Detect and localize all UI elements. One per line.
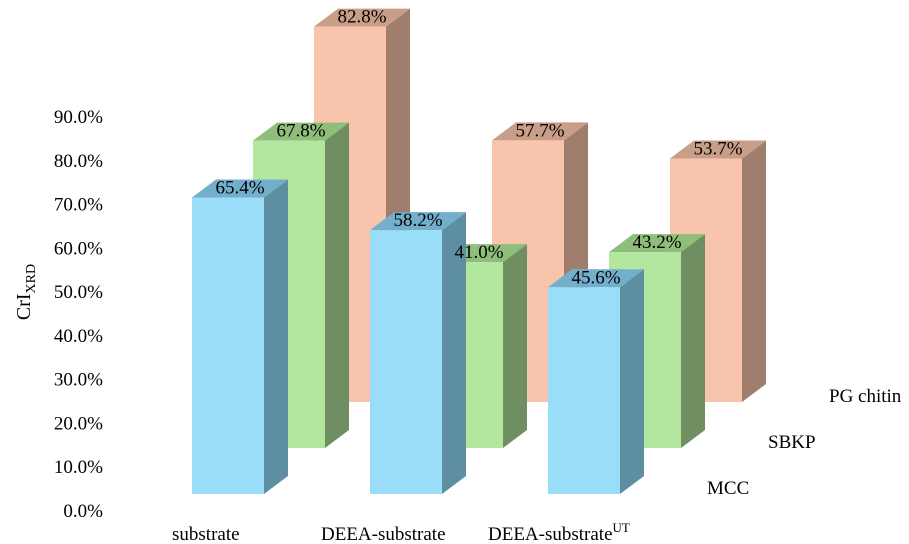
y-tick-label: 20.0% xyxy=(54,413,103,434)
bar-top xyxy=(314,8,410,27)
bar-front xyxy=(192,197,264,494)
y-tick-label: 40.0% xyxy=(54,326,103,347)
bar-side xyxy=(442,212,466,494)
y-tick-label: 90.0% xyxy=(54,107,103,128)
series-label: SBKP xyxy=(768,432,816,453)
bar-top xyxy=(548,269,644,288)
y-tick-label: 80.0% xyxy=(54,151,103,172)
bar-mcc xyxy=(192,179,288,494)
bar-mcc xyxy=(370,212,466,494)
series-label: MCC xyxy=(707,478,749,499)
data-label: 53.7% xyxy=(693,139,742,160)
bar-side xyxy=(742,140,766,402)
bar-sbkp xyxy=(609,234,705,448)
bars xyxy=(192,8,766,494)
data-label: 82.8% xyxy=(337,7,386,28)
y-tick-label: 50.0% xyxy=(54,282,103,303)
bar-top xyxy=(492,122,588,141)
y-tick-label: 70.0% xyxy=(54,195,103,216)
bar-side xyxy=(264,179,288,494)
data-label: 67.8% xyxy=(276,121,325,142)
data-labels: 65.4% 58.2% 45.6% 67.8% 41.0% 43.2% 82.8% 57.7%… xyxy=(215,7,742,289)
bar-mcc xyxy=(548,269,644,494)
bar-top xyxy=(253,122,349,141)
bar-side xyxy=(620,269,644,494)
bar-side xyxy=(325,122,349,448)
data-label: 65.4% xyxy=(215,178,264,199)
y-axis-label: CrIXRD xyxy=(13,264,39,320)
y-tick-label: 30.0% xyxy=(54,370,103,391)
bar-front xyxy=(548,287,620,494)
y-tick-label: 10.0% xyxy=(54,457,103,478)
y-axis-ticks: 0.0% 10.0% 20.0% 30.0% 40.0% 50.0% 60.0% 70.0% 8… xyxy=(54,107,103,522)
category-label: substrate xyxy=(172,524,240,544)
data-label: 43.2% xyxy=(632,232,681,253)
category-labels: substrate DEEA-substrate DEEA-substrateUT xyxy=(172,520,630,544)
bar-top xyxy=(370,212,466,231)
data-label: 45.6% xyxy=(571,267,620,288)
y-tick-label: 60.0% xyxy=(54,238,103,259)
bar-top xyxy=(609,234,705,253)
data-label: 41.0% xyxy=(454,242,503,263)
bar-side xyxy=(503,244,527,448)
bar-top xyxy=(670,140,766,159)
data-label: 57.7% xyxy=(515,120,564,141)
data-label: 58.2% xyxy=(393,210,442,231)
series-labels: MCC SBKP PG chitin xyxy=(707,386,902,499)
bar-side xyxy=(681,234,705,448)
category-label: DEEA-substrateUT xyxy=(488,520,630,544)
bar-top xyxy=(192,179,288,198)
category-label: DEEA-substrate xyxy=(321,524,446,544)
series-label: PG chitin xyxy=(829,386,902,407)
bar-front xyxy=(370,230,442,494)
y-tick-label: 0.0% xyxy=(63,501,103,522)
